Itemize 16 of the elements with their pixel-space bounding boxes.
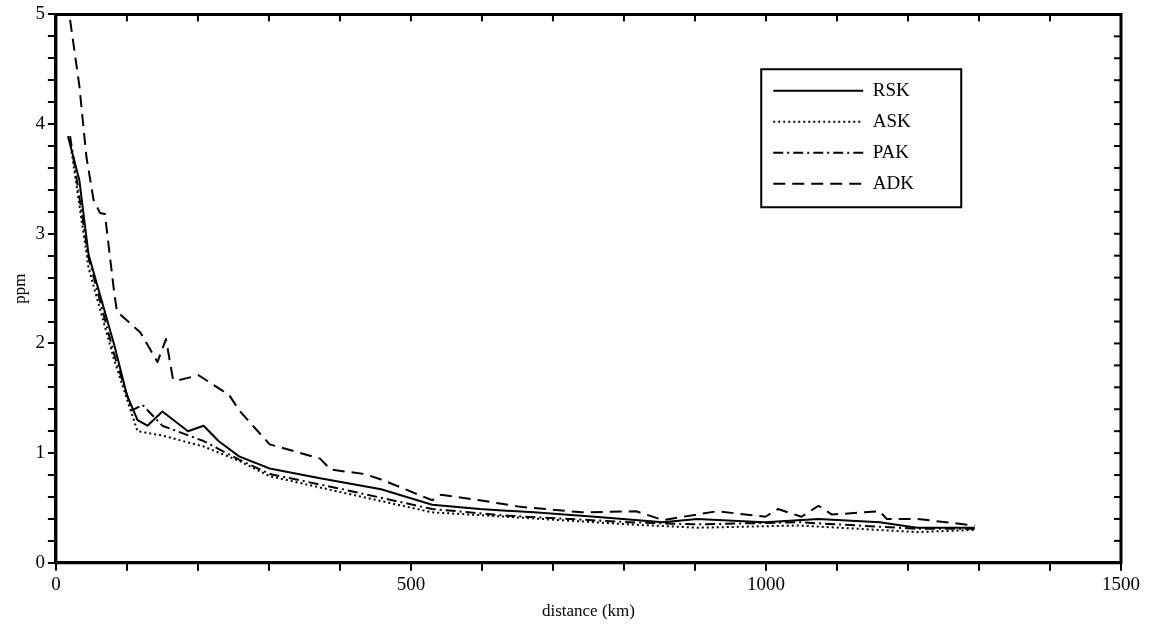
legend-label: ADK: [872, 171, 915, 193]
x-tick-label: 0: [51, 573, 61, 595]
y-tick-label: 2: [35, 331, 45, 353]
x-tick-label: 1000: [746, 573, 785, 595]
y-tick-label: 5: [35, 2, 45, 24]
y-tick-label: 1: [35, 441, 45, 463]
y-axis-title: ppm: [9, 273, 29, 304]
legend-label: RSK: [872, 78, 910, 100]
x-tick-label: 1500: [1102, 573, 1140, 595]
y-tick-label: 0: [35, 550, 45, 572]
x-axis-title: distance (km): [541, 601, 635, 621]
x-tick-label: 500: [396, 573, 426, 595]
legend-label: ASK: [872, 109, 912, 131]
y-tick-label: 3: [35, 221, 45, 243]
legend-label: PAK: [872, 140, 910, 162]
y-tick-label: 4: [35, 112, 46, 134]
